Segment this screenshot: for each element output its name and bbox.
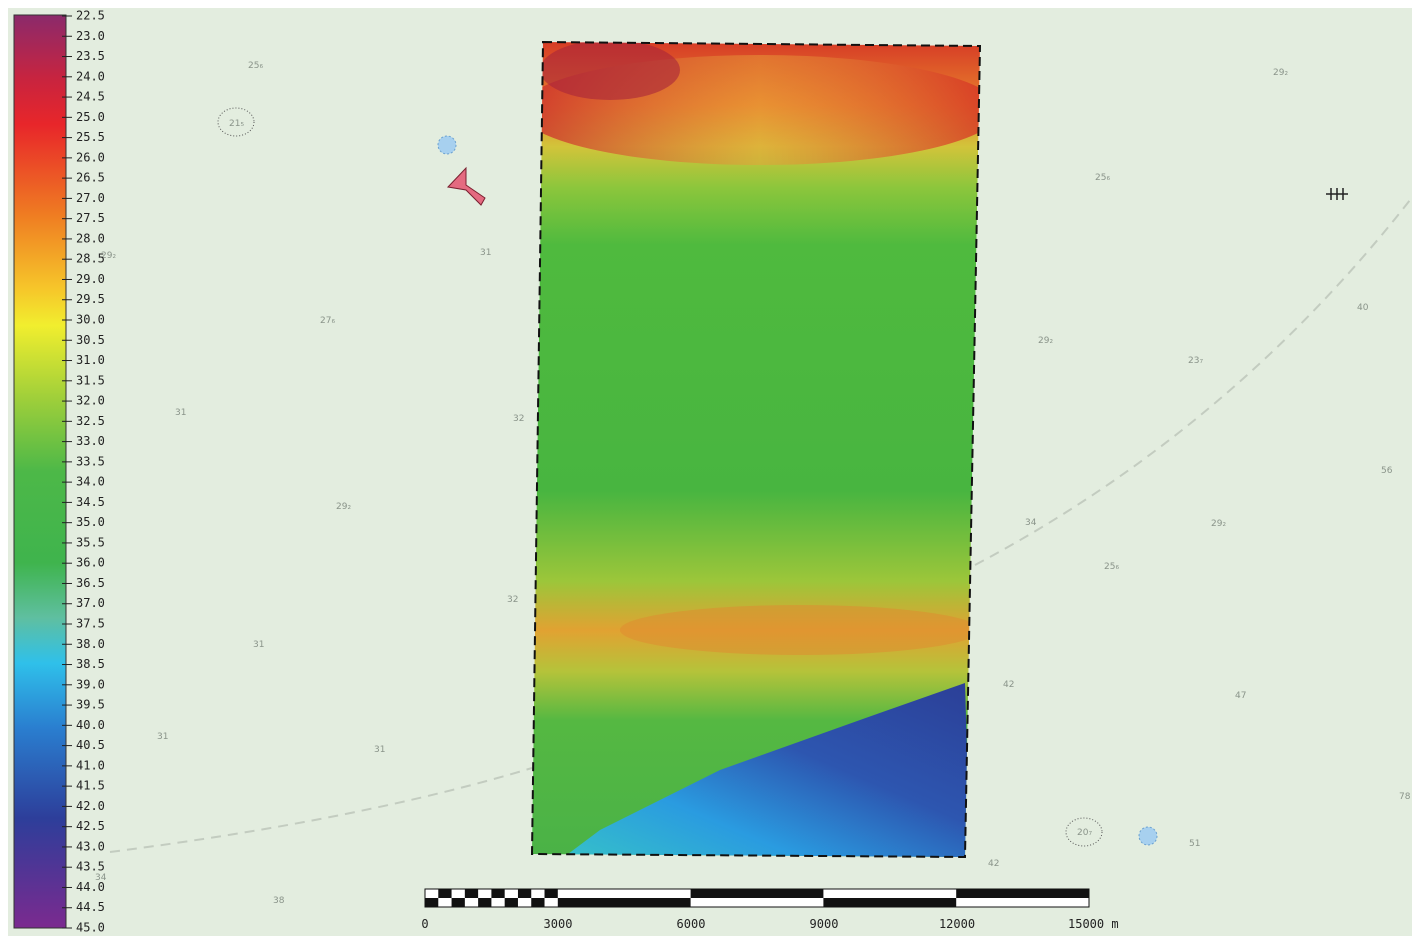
colorbar-label: 32.0 <box>76 394 105 408</box>
colorbar-label: 26.5 <box>76 171 105 185</box>
scale-check <box>531 898 544 907</box>
sounding: 25₆ <box>248 61 263 71</box>
scale-check <box>518 889 531 898</box>
sounding: 34 <box>1025 518 1037 528</box>
scale-label: 0 <box>421 917 428 931</box>
colorbar-label: 40.0 <box>76 718 105 732</box>
colorbar-label: 44.5 <box>76 900 105 914</box>
bathymetry-raster <box>520 40 1000 860</box>
colorbar-label: 43.0 <box>76 839 105 853</box>
scale-label: 12000 <box>939 917 975 931</box>
sounding: 29₂ <box>1273 68 1288 78</box>
colorbar-label: 37.5 <box>76 617 105 631</box>
scale-check <box>438 889 451 898</box>
colorbar-label: 30.5 <box>76 333 105 347</box>
colorbar-label: 42.5 <box>76 819 105 833</box>
colorbar-label: 28.5 <box>76 252 105 266</box>
sounding: 56 <box>1381 466 1393 476</box>
sounding: 31 <box>253 640 264 650</box>
sounding: 25₆ <box>1104 562 1119 572</box>
colorbar-label: 24.0 <box>76 69 105 83</box>
colorbar-label: 43.5 <box>76 860 105 874</box>
colorbar <box>14 15 66 928</box>
sounding: 31 <box>480 248 491 258</box>
sounding: 25₆ <box>1095 173 1110 183</box>
scale-check <box>465 889 478 898</box>
page: {"colorbar": {"labels": ["22.5","23.0","… <box>0 0 1418 940</box>
scale-segment <box>823 898 956 907</box>
colorbar-label: 31.5 <box>76 373 105 387</box>
scale-check <box>452 898 465 907</box>
sounding: 32 <box>507 595 518 605</box>
colorbar-label: 35.0 <box>76 515 105 529</box>
map: 25₆ 21₅ 29₂ 25₆ 29₂ 31 27₆ 40 29₂ 23₇ 31… <box>0 0 1418 940</box>
scale-label: 3000 <box>544 917 573 931</box>
sounding: 21₅ <box>229 119 244 129</box>
colorbar-label: 39.5 <box>76 698 105 712</box>
colorbar-label: 25.0 <box>76 110 105 124</box>
colorbar-label: 41.0 <box>76 758 105 772</box>
sounding: 31 <box>374 745 385 755</box>
sounding: 23₇ <box>1188 356 1203 366</box>
colorbar-label: 27.0 <box>76 191 105 205</box>
scale-check <box>545 889 558 898</box>
colorbar-label: 38.5 <box>76 657 105 671</box>
colorbar-label: 42.0 <box>76 799 105 813</box>
scale-label: 15000 m <box>1068 917 1119 931</box>
colorbar-label: 33.0 <box>76 434 105 448</box>
sounding: 51 <box>1189 839 1200 849</box>
buoy <box>1139 827 1157 845</box>
scale-segment <box>558 898 691 907</box>
scale-label: 9000 <box>810 917 839 931</box>
sounding: 31 <box>175 408 186 418</box>
buoy <box>438 136 456 154</box>
scale-check <box>425 898 438 907</box>
colorbar-label: 34.5 <box>76 495 105 509</box>
scale-segment <box>691 889 824 898</box>
colorbar-label: 38.0 <box>76 637 105 651</box>
colorbar-label: 24.5 <box>76 90 105 104</box>
sounding: 27₆ <box>320 316 335 326</box>
scale-check <box>505 898 518 907</box>
sounding: 29₂ <box>1038 336 1053 346</box>
colorbar-label: 31.0 <box>76 353 105 367</box>
sounding: 29₂ <box>336 502 351 512</box>
sounding: 29₂ <box>1211 519 1226 529</box>
colorbar-label: 37.0 <box>76 596 105 610</box>
sounding: 32 <box>513 414 524 424</box>
sounding: 20₇ <box>1077 828 1092 838</box>
colorbar-label: 25.5 <box>76 130 105 144</box>
scale-label: 6000 <box>677 917 706 931</box>
scale-check <box>478 898 491 907</box>
colorbar-label: 29.5 <box>76 292 105 306</box>
colorbar-label: 39.0 <box>76 677 105 691</box>
colorbar-label: 45.0 <box>76 921 105 935</box>
colorbar-label: 41.5 <box>76 779 105 793</box>
colorbar-label: 44.0 <box>76 880 105 894</box>
sounding: 42 <box>1003 680 1014 690</box>
colorbar-label: 22.5 <box>76 9 105 23</box>
colorbar-label: 33.5 <box>76 454 105 468</box>
sounding: 78 <box>1399 792 1411 802</box>
colorbar-label: 36.5 <box>76 576 105 590</box>
sounding: 47 <box>1235 691 1246 701</box>
scale-segment <box>956 889 1089 898</box>
colorbar-label: 27.5 <box>76 211 105 225</box>
colorbar-label: 23.0 <box>76 29 105 43</box>
colorbar-label: 30.0 <box>76 313 105 327</box>
sounding: 38 <box>273 896 285 906</box>
colorbar-label: 26.0 <box>76 150 105 164</box>
colorbar-label: 35.5 <box>76 535 105 549</box>
scale-check <box>491 889 504 898</box>
colorbar-label: 29.0 <box>76 272 105 286</box>
sounding: 40 <box>1357 303 1369 313</box>
colorbar-label: 32.5 <box>76 414 105 428</box>
colorbar-label: 23.5 <box>76 49 105 63</box>
sounding: 31 <box>157 732 168 742</box>
colorbar-label: 34.0 <box>76 475 105 489</box>
colorbar-label: 28.0 <box>76 231 105 245</box>
sounding: 42 <box>988 859 999 869</box>
colorbar-label: 36.0 <box>76 556 105 570</box>
colorbar-label: 40.5 <box>76 738 105 752</box>
